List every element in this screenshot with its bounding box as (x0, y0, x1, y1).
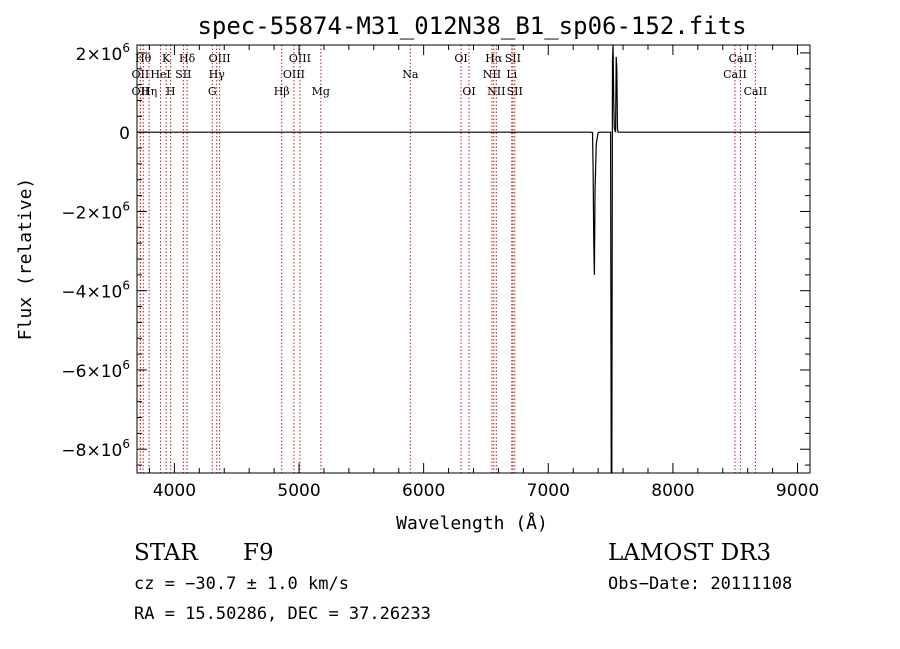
x-tick-label: 5000 (277, 481, 320, 501)
y-tick-label: −6×106 (61, 358, 130, 382)
line-marker-label: Hθ (135, 52, 152, 65)
line-marker-label: HeI (150, 68, 170, 81)
x-tick-label: 8000 (651, 481, 694, 501)
x-tick-label: 7000 (527, 481, 570, 501)
redshift-cz: cz = −30.7 ± 1.0 km/s (134, 574, 349, 594)
y-tick-label: −2×106 (61, 199, 130, 223)
line-marker-label: Na (402, 68, 419, 81)
spectrum-series (137, 44, 810, 474)
line-marker-label: CaII (729, 52, 753, 65)
line-marker-group: HθOIIOIIHηHeIKHSIIHδGHγOIIIHβOIIIOIIIMgN… (132, 45, 768, 473)
x-tick-label: 9000 (776, 481, 819, 501)
line-marker-label: NII (483, 68, 501, 81)
line-marker-label: OIII (283, 68, 305, 81)
line-marker-label: OII (132, 85, 150, 98)
y-tick-label: −8×106 (61, 437, 130, 461)
line-marker-label: NII (487, 85, 505, 98)
line-marker-label: SII (175, 68, 191, 81)
plot-frame (136, 44, 811, 474)
object-subclass: F9 (243, 540, 274, 566)
object-class: STAR (134, 540, 198, 566)
x-tick-label: 6000 (402, 481, 445, 501)
y-tick-label: 2×106 (76, 41, 130, 65)
line-marker-label: CaII (723, 68, 747, 81)
chart-title: spec-55874-M31_012N38_B1_sp06-152.fits (197, 12, 746, 40)
line-marker-label: OIII (289, 52, 311, 65)
survey-label: LAMOST DR3 (608, 540, 772, 566)
y-tick-label: 0 (119, 124, 130, 144)
line-marker-label: Li (506, 68, 517, 81)
line-marker-label: SII (505, 52, 521, 65)
line-marker-label: G (208, 85, 217, 98)
line-marker-label: Hβ (274, 85, 290, 98)
axis-ticks: 4000 5000 6000 7000 8000 9000 2×106 0 −2×106 −4×1… (61, 41, 819, 501)
x-axis-label: Wavelength (Å) (396, 512, 548, 534)
line-marker-label: H (166, 85, 176, 98)
line-marker-label: OIII (209, 52, 231, 65)
line-marker-label: Hη (141, 85, 157, 98)
line-marker-label: Hα (485, 52, 503, 65)
line-marker-label: OI (462, 85, 475, 98)
y-axis-label: Flux (relative) (15, 178, 36, 341)
line-marker-label: Mg (312, 85, 330, 98)
y-tick-label: −4×106 (61, 279, 130, 303)
line-marker-label: Hγ (209, 68, 226, 81)
obs-date: Obs−Date: 20111108 (608, 574, 793, 594)
line-marker-label: SII (507, 85, 523, 98)
line-marker-label: OI (454, 52, 467, 65)
line-marker-label: K (162, 52, 171, 65)
line-marker-label: CaII (744, 85, 768, 98)
line-marker-label: Hδ (179, 52, 196, 65)
ra-dec: RA = 15.50286, DEC = 37.26233 (134, 604, 431, 624)
spectrum-line (137, 44, 810, 474)
x-tick-label: 4000 (153, 481, 196, 501)
